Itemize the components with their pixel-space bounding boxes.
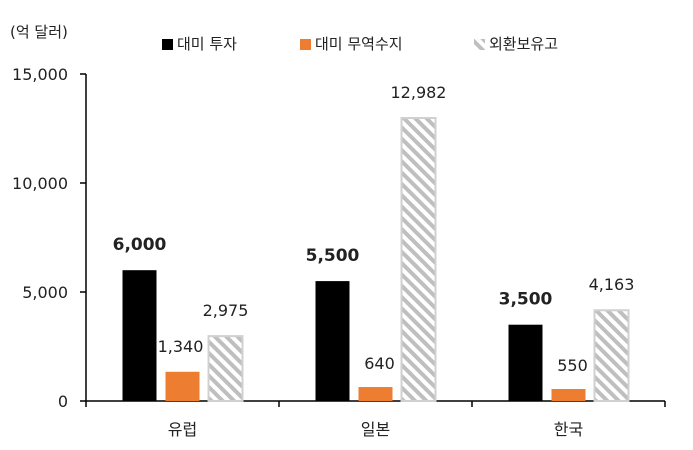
legend-entry: 외환보유고 <box>489 35 558 53</box>
legend: 대미 투자 대미 무역수지 외환보유고 <box>162 35 558 53</box>
x-tick-label: 한국 <box>554 420 583 439</box>
y-tick-label: 5,000 <box>22 283 68 302</box>
legend-entry: 대미 무역수지 <box>315 35 403 53</box>
legend-entry: 대미 투자 <box>177 35 237 53</box>
bar <box>551 389 586 401</box>
bar <box>593 309 630 403</box>
bar <box>207 335 244 402</box>
y-tick-label: 15,000 <box>12 65 68 84</box>
data-label: 4,163 <box>589 275 635 294</box>
bar <box>358 387 393 401</box>
data-label: 12,982 <box>391 83 447 102</box>
data-label: 2,975 <box>203 301 249 320</box>
data-label: 6,000 <box>113 235 167 255</box>
bar <box>508 324 543 401</box>
data-label: 3,500 <box>499 290 553 310</box>
bar <box>122 270 157 401</box>
y-tick-label: 10,000 <box>12 174 68 193</box>
unit-label: (억 달러) <box>10 23 68 41</box>
bar <box>165 371 200 401</box>
legend-swatch <box>474 39 485 50</box>
data-labels: 6,000 5,500 3,500 1,340 640 550 2,975 12,982 4,1… <box>113 83 635 375</box>
data-label: 1,340 <box>158 337 204 356</box>
bars <box>122 116 630 403</box>
x-tick-label: 유럽 <box>168 420 197 439</box>
data-label: 550 <box>557 356 588 375</box>
legend-swatch <box>162 39 173 50</box>
data-label: 5,500 <box>306 246 360 266</box>
bar <box>400 116 437 402</box>
data-label: 640 <box>364 354 395 373</box>
legend-swatch <box>300 39 311 50</box>
bar <box>315 281 350 401</box>
y-tick-label: 0 <box>58 392 68 411</box>
x-tick-label: 일본 <box>361 420 390 439</box>
